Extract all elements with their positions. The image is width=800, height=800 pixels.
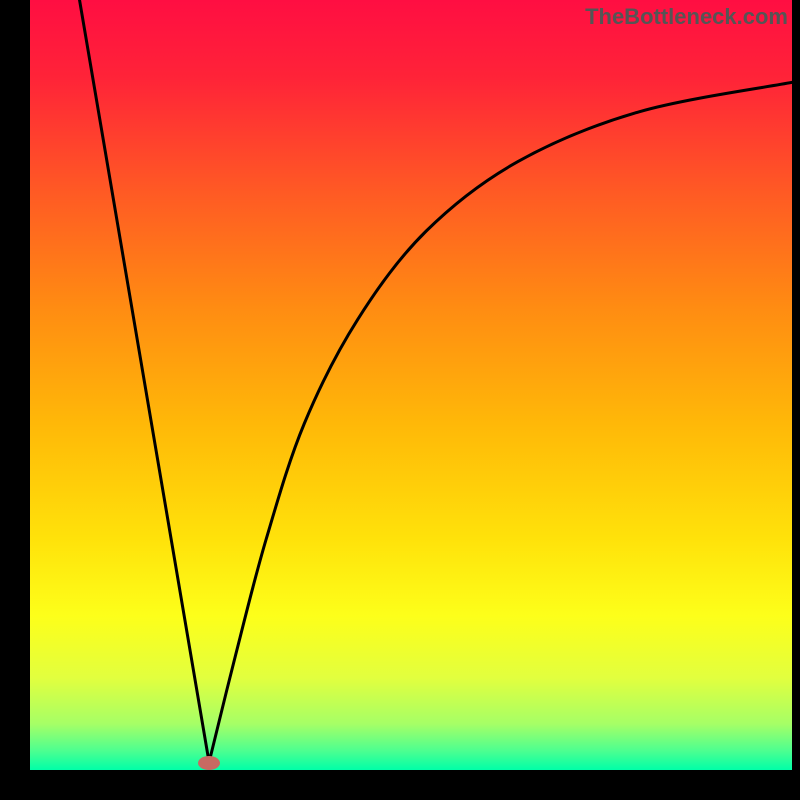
frame-border-bottom [0,770,800,800]
frame-border-left [0,0,30,800]
chart-svg [30,0,792,770]
frame-border-right [792,0,800,800]
watermark-text: TheBottleneck.com [585,4,788,30]
chart-plot-area [30,0,792,770]
bottleneck-marker [198,756,220,770]
